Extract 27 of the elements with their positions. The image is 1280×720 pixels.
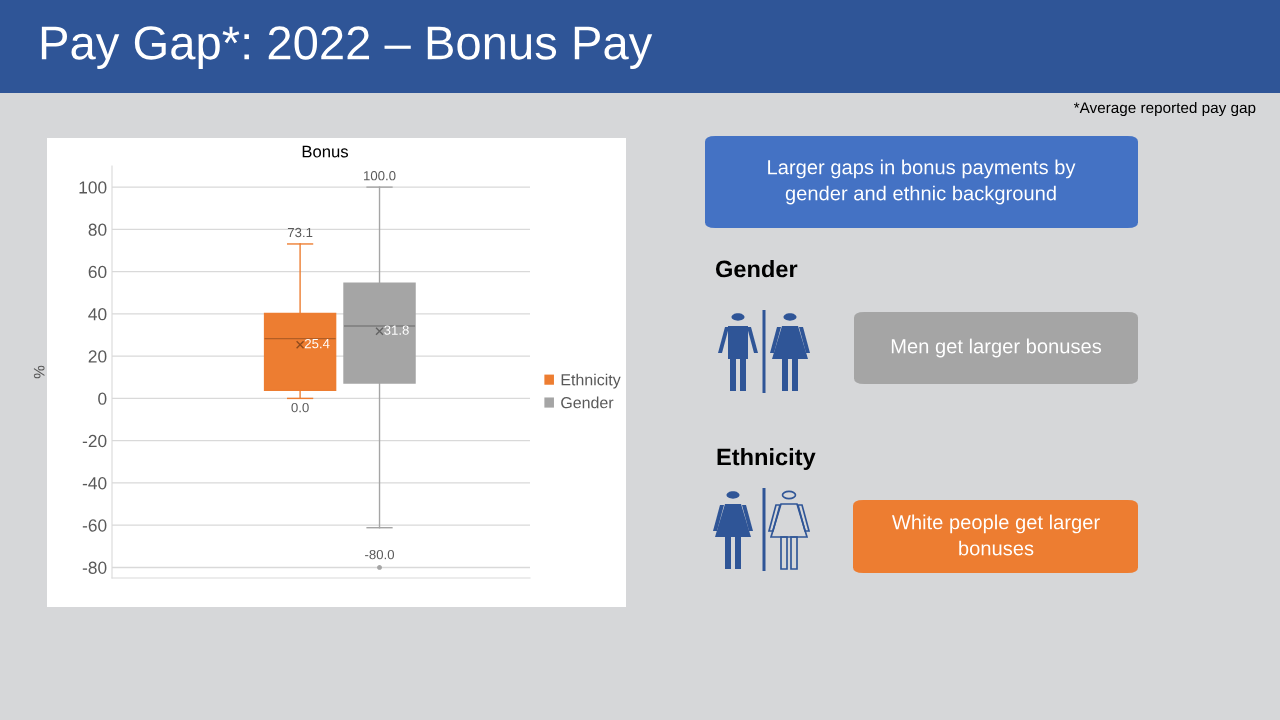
annotation: 31.8	[384, 325, 409, 335]
y-tick-label: -60	[82, 519, 107, 532]
text: Ethnicity	[717, 447, 816, 470]
chart-subtitle: Bonus	[302, 145, 349, 158]
y-tick-label: 60	[88, 265, 107, 279]
y-tick-label: -20	[82, 434, 107, 448]
text: Larger gaps in bonus payments by gender and ethnic background	[768, 159, 1076, 205]
text: Gender	[715, 259, 798, 278]
text: *Average reported pay gap	[1073, 101, 1256, 117]
legend-label: Ethnicity	[561, 373, 621, 389]
y-tick-label: -80	[82, 561, 107, 574]
chart-title: Pay Gap*: 2022 – Bonus Pay	[41, 26, 653, 70]
annotation: 0.0	[291, 402, 309, 413]
text: White people get larger bonuses	[891, 514, 1100, 556]
y-tick-label: -40	[82, 477, 107, 490]
text: Men get larger bonuses	[891, 338, 1102, 358]
y-tick-label: 20	[88, 350, 107, 363]
y-tick-label: 0	[98, 392, 107, 405]
annotation: 73.1	[287, 227, 313, 238]
legend-label: Gender	[561, 396, 614, 409]
y-tick-label: 100	[79, 181, 107, 194]
y-tick-label: 40	[88, 308, 107, 321]
y-axis-title: %	[33, 365, 45, 379]
annotation: 25.4	[304, 338, 330, 349]
annotation: -80.0	[365, 549, 395, 560]
y-tick-label: 80	[88, 223, 107, 236]
annotation: 100.0	[364, 171, 396, 181]
